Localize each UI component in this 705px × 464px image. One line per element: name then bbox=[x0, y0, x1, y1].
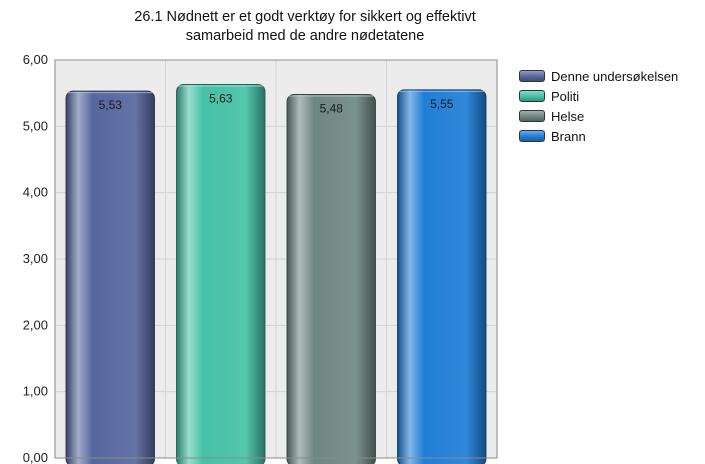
plot-frame bbox=[54, 59, 498, 459]
y-tick-label: 4,00 bbox=[23, 185, 48, 200]
legend-label: Helse bbox=[551, 108, 585, 124]
legend-swatch bbox=[519, 130, 545, 142]
y-tick-label: 2,00 bbox=[23, 317, 48, 332]
bar-data-label: 5,48 bbox=[320, 101, 344, 115]
bar-data-label: 5,55 bbox=[430, 97, 454, 111]
legend-label: Politi bbox=[551, 88, 580, 104]
legend: Denne undersøkelsen Politi Helse Brann bbox=[519, 66, 678, 146]
y-tick-label: 0,00 bbox=[23, 450, 48, 464]
legend-swatch bbox=[519, 90, 545, 102]
y-tick-label: 5,00 bbox=[23, 118, 48, 133]
y-tick-label: 6,00 bbox=[23, 52, 48, 67]
legend-item: Politi bbox=[519, 86, 678, 106]
bar bbox=[397, 89, 487, 464]
legend-swatch bbox=[519, 110, 545, 122]
y-axis: 0,00 1,00 2,00 3,00 4,00 5,00 6,00 bbox=[23, 52, 48, 464]
bar bbox=[286, 93, 376, 464]
legend-item: Brann bbox=[519, 126, 678, 146]
bar-data-label: 5,63 bbox=[209, 92, 233, 106]
legend-swatch bbox=[519, 70, 545, 82]
legend-item: Helse bbox=[519, 106, 678, 126]
legend-item: Denne undersøkelsen bbox=[519, 66, 678, 86]
chart-title-line-2: samarbeid med de andre nødetatene bbox=[185, 28, 425, 44]
legend-label: Denne undersøkelsen bbox=[551, 68, 679, 84]
bar-data-label: 5,53 bbox=[99, 98, 123, 112]
y-tick-label: 1,00 bbox=[23, 384, 48, 399]
bar bbox=[176, 84, 266, 464]
bar bbox=[65, 90, 155, 464]
chart-title: 26.1 Nødnett er et godt verktøy for sikk… bbox=[40, 8, 570, 46]
y-tick-label: 3,00 bbox=[23, 251, 48, 266]
chart-title-line-1: 26.1 Nødnett er et godt verktøy for sikk… bbox=[134, 9, 476, 25]
bars: 5,53 5,63 5,48 5,55 bbox=[54, 59, 498, 464]
legend-label: Brann bbox=[551, 128, 586, 144]
